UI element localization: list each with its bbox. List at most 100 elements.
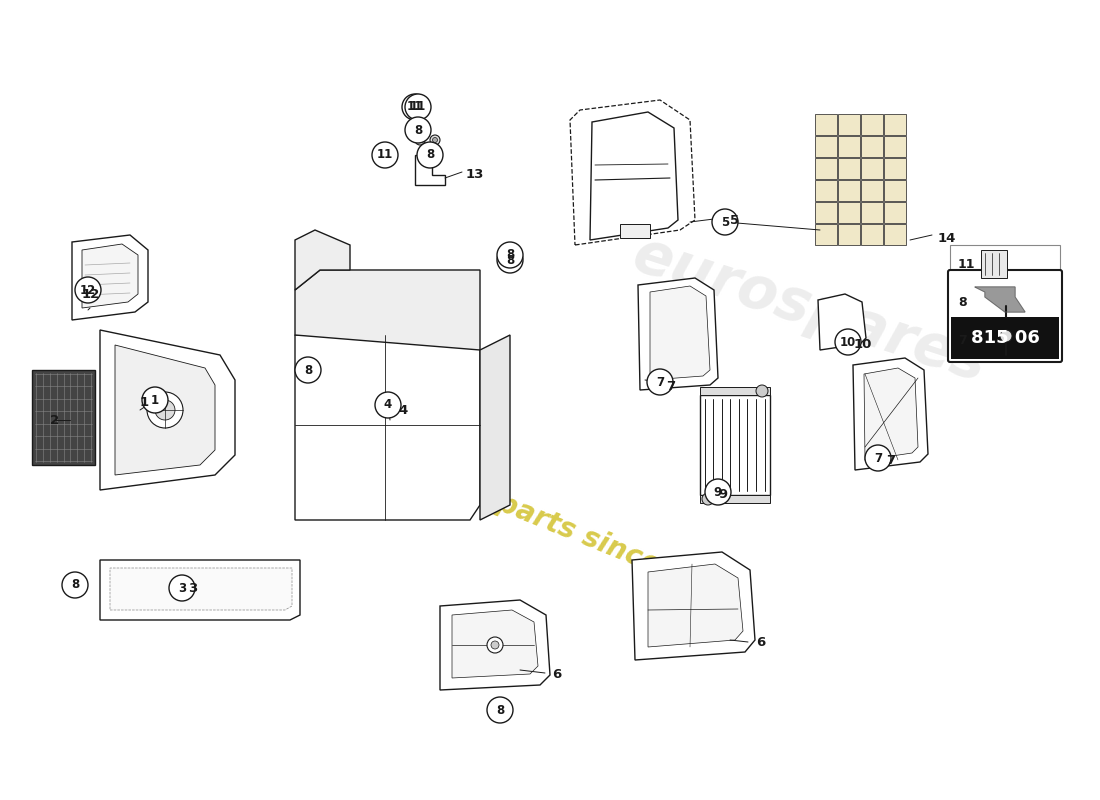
Polygon shape <box>295 270 480 350</box>
Polygon shape <box>861 224 883 245</box>
Polygon shape <box>861 202 883 223</box>
FancyBboxPatch shape <box>950 283 1060 321</box>
Polygon shape <box>884 136 906 157</box>
Text: 8: 8 <box>958 295 967 309</box>
Polygon shape <box>838 180 860 201</box>
Circle shape <box>835 329 861 355</box>
Polygon shape <box>884 114 906 135</box>
Text: 5: 5 <box>720 215 729 229</box>
Polygon shape <box>884 202 906 223</box>
Polygon shape <box>815 114 837 135</box>
Text: 12: 12 <box>82 287 100 301</box>
Polygon shape <box>116 345 214 475</box>
Circle shape <box>417 142 443 168</box>
Text: 11: 11 <box>377 149 393 162</box>
Circle shape <box>712 209 738 235</box>
Text: 7: 7 <box>656 375 664 389</box>
Circle shape <box>756 385 768 397</box>
Text: 4: 4 <box>398 403 407 417</box>
Text: 8: 8 <box>414 123 422 137</box>
Text: 1: 1 <box>151 394 160 406</box>
Polygon shape <box>975 287 1025 312</box>
Polygon shape <box>110 568 292 610</box>
Text: 8: 8 <box>304 363 312 377</box>
Text: 815 06: 815 06 <box>970 329 1040 347</box>
Circle shape <box>487 637 503 653</box>
Text: 4: 4 <box>384 398 392 411</box>
Text: 5: 5 <box>730 214 739 226</box>
Text: 8: 8 <box>496 703 504 717</box>
Text: 11: 11 <box>407 101 424 114</box>
Polygon shape <box>415 155 446 185</box>
Text: 14: 14 <box>938 231 956 245</box>
Circle shape <box>405 94 431 120</box>
Polygon shape <box>100 560 300 620</box>
Circle shape <box>998 290 1014 306</box>
Circle shape <box>418 138 422 142</box>
Text: 10: 10 <box>840 335 856 349</box>
Circle shape <box>487 697 513 723</box>
Circle shape <box>432 138 438 142</box>
Circle shape <box>147 392 183 428</box>
Circle shape <box>430 135 440 145</box>
Polygon shape <box>818 294 866 350</box>
Text: 9: 9 <box>714 486 722 498</box>
Text: 2: 2 <box>50 414 59 426</box>
Text: 1: 1 <box>140 395 150 409</box>
Polygon shape <box>440 600 550 690</box>
Text: 6: 6 <box>552 669 561 682</box>
Polygon shape <box>638 278 718 390</box>
Circle shape <box>402 94 428 120</box>
Circle shape <box>62 572 88 598</box>
Polygon shape <box>838 224 860 245</box>
Circle shape <box>405 117 431 143</box>
Polygon shape <box>861 158 883 179</box>
Text: 8: 8 <box>506 249 514 262</box>
Polygon shape <box>852 358 928 470</box>
Circle shape <box>865 445 891 471</box>
Circle shape <box>497 247 522 273</box>
Text: 8: 8 <box>426 149 434 162</box>
Circle shape <box>1000 330 1012 342</box>
FancyBboxPatch shape <box>620 224 650 238</box>
Text: 13: 13 <box>466 169 484 182</box>
FancyBboxPatch shape <box>950 321 1060 359</box>
Circle shape <box>702 493 714 505</box>
Polygon shape <box>861 180 883 201</box>
Polygon shape <box>648 564 742 647</box>
Polygon shape <box>82 244 138 308</box>
Polygon shape <box>480 335 510 520</box>
Polygon shape <box>864 368 918 460</box>
Polygon shape <box>32 370 95 465</box>
Polygon shape <box>295 230 350 290</box>
Circle shape <box>169 575 195 601</box>
Text: 6: 6 <box>756 635 766 649</box>
Polygon shape <box>838 202 860 223</box>
Circle shape <box>705 479 732 505</box>
Polygon shape <box>884 224 906 245</box>
Text: 11: 11 <box>958 258 976 270</box>
Text: a passion for parts since 1985: a passion for parts since 1985 <box>296 409 744 611</box>
Polygon shape <box>295 335 480 520</box>
Text: 11: 11 <box>410 101 426 114</box>
Polygon shape <box>570 100 695 245</box>
Text: 10: 10 <box>854 338 872 351</box>
Text: 7: 7 <box>958 334 967 346</box>
Polygon shape <box>815 158 837 179</box>
Text: 3: 3 <box>178 582 186 594</box>
FancyBboxPatch shape <box>952 317 1059 359</box>
Polygon shape <box>884 158 906 179</box>
Text: 7: 7 <box>873 451 882 465</box>
Polygon shape <box>100 330 235 490</box>
Circle shape <box>372 142 398 168</box>
Circle shape <box>497 242 522 268</box>
Text: 8: 8 <box>506 254 514 266</box>
Text: 12: 12 <box>80 283 96 297</box>
Polygon shape <box>815 202 837 223</box>
FancyBboxPatch shape <box>950 245 1060 283</box>
Polygon shape <box>861 136 883 157</box>
Circle shape <box>647 369 673 395</box>
Circle shape <box>75 277 101 303</box>
Polygon shape <box>815 180 837 201</box>
FancyBboxPatch shape <box>981 250 1007 278</box>
